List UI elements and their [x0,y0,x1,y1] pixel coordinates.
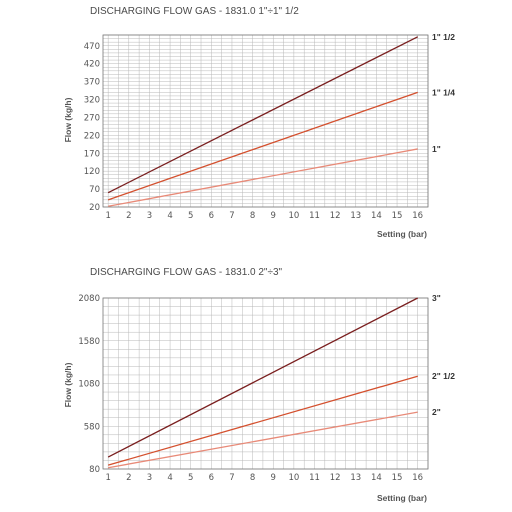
x-tick-label: 13 [350,211,361,221]
x-tick-label: 12 [330,473,341,483]
series-label: 1" 1/4 [432,87,455,97]
y-tick-label: 170 [84,149,100,159]
series-label: 1" 1/2 [432,32,455,42]
x-tick-label: 7 [229,211,234,221]
x-tick-label: 1 [105,211,110,221]
y-tick-label: 1080 [78,380,100,390]
plot-frame [102,297,429,470]
y-axis-label: Flow (kg/h) [63,97,73,142]
x-tick-label: 3 [147,473,152,483]
x-axis-label: Setting (bar) [377,229,427,239]
y-tick-label: 220 [84,131,100,141]
x-tick-label: 14 [371,211,382,221]
x-tick-label: 11 [309,473,320,483]
y-tick-label: 420 [84,60,100,70]
x-tick-label: 8 [250,473,255,483]
y-tick-label: 1580 [78,337,100,347]
x-tick-label: 5 [188,211,193,221]
x-tick-label: 14 [371,473,382,483]
y-tick-label: 80 [89,465,100,475]
y-tick-label: 320 [84,96,100,106]
chart-discharging-flow-2in: DISCHARGING FLOW GAS - 1831.0 2"÷3" Flow… [63,267,455,503]
x-axis-label: Setting (bar) [377,493,427,503]
y-tick-label: 120 [84,167,100,177]
x-tick-label: 5 [188,473,193,483]
x-tick-label: 2 [126,473,131,483]
series-line [107,297,418,458]
series-line [108,148,418,207]
chart-discharging-flow-1in: DISCHARGING FLOW GAS - 1831.0 1"÷1" 1/2 … [63,6,455,239]
x-tick-label: 7 [229,473,234,483]
x-tick-label: 8 [250,211,255,221]
series-line [107,36,418,194]
x-tick-label: 10 [288,211,299,221]
x-tick-label: 16 [412,473,423,483]
x-tick-label: 10 [288,473,299,483]
series-line [107,375,418,466]
x-tick-label: 4 [167,211,172,221]
series-label: 2" 1/2 [432,371,455,381]
y-tick-label: 580 [84,422,100,432]
series-line [107,91,418,201]
y-tick-label: 2080 [78,294,100,304]
x-tick-label: 9 [271,473,276,483]
x-tick-label: 3 [147,211,152,221]
x-tick-label: 13 [350,473,361,483]
y-axis-label: Flow (kg/h) [63,362,73,407]
x-tick-label: 12 [330,211,341,221]
x-tick-label: 16 [412,211,423,221]
series-label: 2" [432,407,441,417]
chart-title: DISCHARGING FLOW GAS - 1831.0 2"÷3" [90,267,283,278]
x-tick-label: 6 [209,211,214,221]
x-tick-label: 2 [126,211,131,221]
y-tick-label: 470 [84,42,100,52]
x-tick-label: 11 [309,211,320,221]
x-tick-label: 1 [105,473,110,483]
y-tick-label: 270 [84,113,100,123]
x-tick-label: 6 [209,473,214,483]
x-tick-label: 15 [392,211,403,221]
series-line [108,411,418,469]
x-tick-label: 15 [392,473,403,483]
series-label: 1" [432,144,441,154]
y-tick-label: 70 [89,185,100,195]
y-tick-label: 20 [89,203,100,213]
chart-title: DISCHARGING FLOW GAS - 1831.0 1"÷1" 1/2 [90,6,299,17]
x-tick-label: 4 [167,473,172,483]
x-tick-label: 9 [271,211,276,221]
series-label: 3" [432,293,441,303]
y-tick-label: 370 [84,78,100,88]
plot-frame [102,34,429,208]
